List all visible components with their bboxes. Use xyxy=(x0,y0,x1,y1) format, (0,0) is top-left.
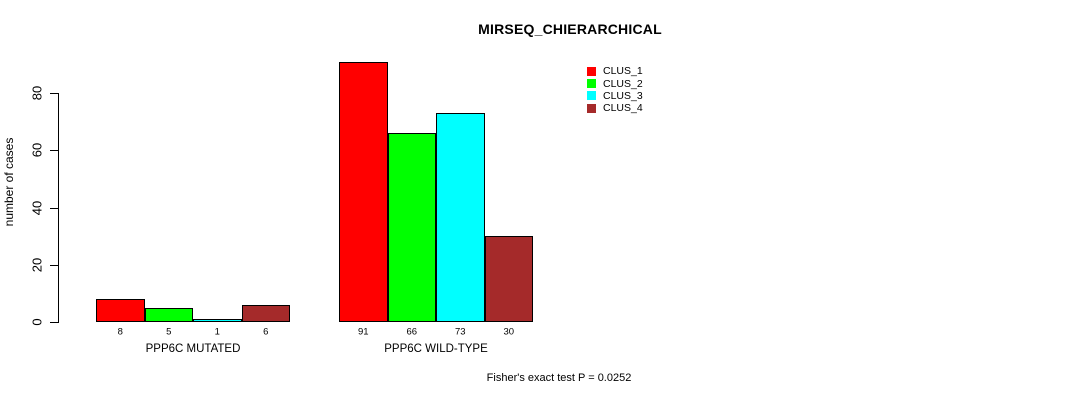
y-axis-tick xyxy=(50,208,58,209)
y-axis-tick-label: 20 xyxy=(29,257,45,273)
legend-item-label: CLUS_3 xyxy=(603,89,643,102)
y-axis-tick xyxy=(50,265,58,266)
legend-swatch-icon xyxy=(587,91,596,101)
legend-item-clus_2: CLUS_2 xyxy=(587,77,643,90)
y-axis-tick-label: 80 xyxy=(29,85,45,101)
bar-value-label: 66 xyxy=(406,326,418,338)
legend-item-clus_4: CLUS_4 xyxy=(587,102,643,114)
bar-clus_1-mutated xyxy=(96,299,145,322)
legend-swatch-icon xyxy=(587,66,596,76)
legend-item-label: CLUS_4 xyxy=(603,102,643,115)
legend-swatch-icon xyxy=(587,103,596,113)
bar-clus_3-mutated xyxy=(193,319,242,322)
legend-item-label: CLUS_2 xyxy=(603,77,643,90)
y-axis-line xyxy=(58,93,59,323)
bar-clus_4-wildtype xyxy=(484,236,533,322)
bar-value-label: 73 xyxy=(454,326,466,338)
y-axis-tick xyxy=(50,322,58,323)
y-axis-tick-label: 60 xyxy=(29,142,45,158)
legend-item-clus_1: CLUS_1 xyxy=(587,65,643,77)
bar-clus_3-wildtype xyxy=(436,113,485,322)
y-axis-tick xyxy=(50,93,58,94)
bar-value-label: 5 xyxy=(166,326,172,338)
y-axis-tick-label: 0 xyxy=(29,318,45,326)
bar-clus_2-wildtype xyxy=(387,133,436,322)
y-axis-tick-label: 40 xyxy=(29,200,45,216)
category-label: PPP6C MUTATED xyxy=(145,343,241,355)
bar-clus_4-mutated xyxy=(241,305,290,322)
y-axis-tick xyxy=(50,150,58,151)
plot-title: MIRSEQ_CHIERARCHICAL xyxy=(478,21,662,37)
legend-item-clus_3: CLUS_3 xyxy=(587,90,643,102)
y-axis-label: number of cases xyxy=(2,137,16,227)
bar-value-label: 1 xyxy=(214,326,220,338)
bar-value-label: 6 xyxy=(263,326,269,338)
legend: CLUS_1 CLUS_2 CLUS_3 CLUS_4 xyxy=(587,65,643,115)
legend-swatch-icon xyxy=(587,79,596,89)
bar-value-label: 30 xyxy=(503,326,515,338)
bar-clus_1-wildtype xyxy=(339,62,388,322)
legend-item-label: CLUS_1 xyxy=(603,65,643,78)
bar-value-label: 8 xyxy=(117,326,123,338)
fisher-test-annotation: Fisher's exact test P = 0.0252 xyxy=(486,372,632,384)
bar-value-label: 91 xyxy=(357,326,369,338)
category-label: PPP6C WILD-TYPE xyxy=(384,343,488,355)
bar-clus_2-mutated xyxy=(144,308,193,322)
